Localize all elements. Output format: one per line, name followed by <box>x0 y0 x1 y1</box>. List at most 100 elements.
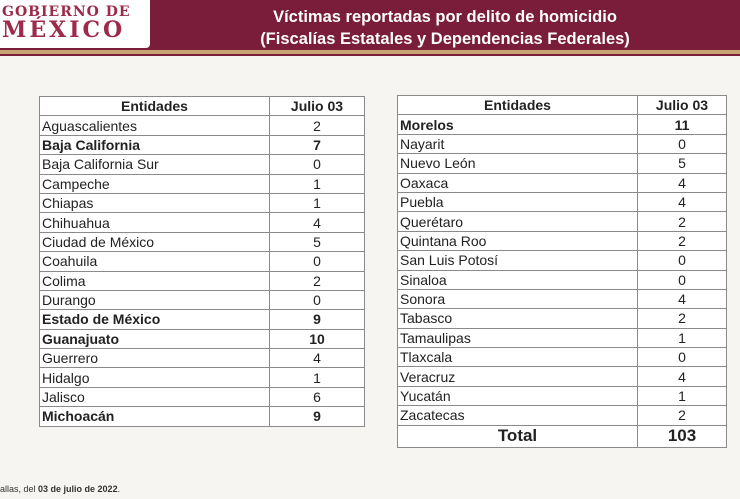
table-row: Guanajuato 10 <box>39 328 365 350</box>
table-row: Nayarit 0 <box>397 133 727 155</box>
victim-count: 1 <box>269 192 365 214</box>
table-row: Aguascalientes 2 <box>39 115 365 136</box>
title-line-1: Víctimas reportadas por delito de homici… <box>273 8 617 26</box>
victim-count: 2 <box>637 405 727 426</box>
entity-name: Sonora <box>397 288 638 310</box>
entity-name: Hidalgo <box>39 367 270 388</box>
victim-count: 4 <box>637 191 727 213</box>
entity-name: San Luis Potosí <box>397 250 638 271</box>
table-row: Morelos 11 <box>397 114 727 135</box>
table-header-row: Entidades Julio 03 <box>39 95 365 117</box>
table-row: Hidalgo 1 <box>39 367 365 388</box>
government-logo: GOBIERNO DE MÉXICO <box>0 0 150 48</box>
entity-name: Tabasco <box>397 308 638 329</box>
victim-count: 4 <box>637 366 727 387</box>
entity-name: Quintana Roo <box>397 230 638 252</box>
table-row: Estado de México 9 <box>39 309 365 330</box>
entity-name: Aguascalientes <box>39 115 270 136</box>
total-row: Total 103 <box>397 424 727 448</box>
entity-name: Jalisco <box>39 386 270 408</box>
victim-count: 5 <box>269 231 365 253</box>
total-label: Total <box>397 424 638 448</box>
table-row: Quintana Roo 2 <box>397 230 727 252</box>
table-row: Puebla 4 <box>397 191 727 213</box>
entity-name: Baja California Sur <box>39 154 270 175</box>
table-row: Tamaulipas 1 <box>397 327 727 349</box>
column-header-entity: Entidades <box>39 95 270 117</box>
logo-line-1: GOBIERNO DE <box>2 4 131 20</box>
column-header-entity: Entidades <box>397 94 638 116</box>
header-banner: GOBIERNO DE MÉXICO Víctimas reportadas p… <box>0 0 740 56</box>
entity-name: Morelos <box>397 114 638 135</box>
logo-line-2: MÉXICO <box>2 17 126 43</box>
victim-count: 2 <box>269 270 365 291</box>
table-row: Tlaxcala 0 <box>397 347 727 368</box>
entity-name: Puebla <box>397 191 638 213</box>
victim-count: 5 <box>637 153 727 174</box>
victim-count: 0 <box>269 251 365 272</box>
table-row: Colima 2 <box>39 270 365 291</box>
entity-name: Tamaulipas <box>397 327 638 349</box>
entity-name: Ciudad de México <box>39 231 270 253</box>
table-row: Michoacán 9 <box>39 406 365 427</box>
table-row: Veracruz 4 <box>397 366 727 387</box>
victim-count: 1 <box>637 327 727 349</box>
entity-name: Zacatecas <box>397 405 638 426</box>
entity-name: Guerrero <box>39 348 270 369</box>
victim-count: 9 <box>269 406 365 427</box>
table-row: Baja California 7 <box>39 134 365 156</box>
table-row: San Luis Potosí 0 <box>397 250 727 271</box>
victim-count: 1 <box>269 367 365 388</box>
homicide-table-right: Entidades Julio 03 Morelos 11 Nayarit 0 Nuev… <box>397 94 727 448</box>
table-row: Baja California Sur 0 <box>39 154 365 175</box>
column-header-date: Julio 03 <box>637 94 727 116</box>
footnote-prefix: allas, del <box>0 484 39 494</box>
table-row: Campeche 1 <box>39 173 365 194</box>
header-accent-strip <box>0 50 740 54</box>
entity-name: Estado de México <box>39 309 270 330</box>
homicide-table-left: Entidades Julio 03 Aguascalientes 2 Baja C… <box>39 95 365 427</box>
entity-name: Durango <box>39 289 270 311</box>
entity-name: Nayarit <box>397 133 638 155</box>
victim-count: 1 <box>269 173 365 194</box>
victim-count: 4 <box>637 172 727 193</box>
victim-count: 2 <box>637 308 727 329</box>
table-row: Zacatecas 2 <box>397 405 727 426</box>
victim-count: 11 <box>637 114 727 135</box>
entity-name: Colima <box>39 270 270 291</box>
total-value: 103 <box>637 424 727 448</box>
page-title: Víctimas reportadas por delito de homici… <box>190 6 700 50</box>
entity-name: Oaxaca <box>397 172 638 193</box>
entity-name: Campeche <box>39 173 270 194</box>
table-row: Nuevo León 5 <box>397 153 727 174</box>
entity-name: Sinaloa <box>397 269 638 290</box>
entity-name: Yucatán <box>397 385 638 407</box>
victim-count: 0 <box>637 250 727 271</box>
victim-count: 0 <box>637 347 727 368</box>
table-row: Chihuahua 4 <box>39 212 365 233</box>
victim-count: 2 <box>269 115 365 136</box>
table-row: Querétaro 2 <box>397 211 727 232</box>
victim-count: 0 <box>637 133 727 155</box>
entity-name: Nuevo León <box>397 153 638 174</box>
table-row: Oaxaca 4 <box>397 172 727 193</box>
table-row: Sonora 4 <box>397 288 727 310</box>
victim-count: 0 <box>269 154 365 175</box>
victim-count: 9 <box>269 309 365 330</box>
source-footnote: allas, del 03 de julio de 2022. <box>0 484 120 494</box>
victim-count: 7 <box>269 134 365 156</box>
entity-name: Baja California <box>39 134 270 156</box>
entity-name: Michoacán <box>39 406 270 427</box>
entity-name: Tlaxcala <box>397 347 638 368</box>
entity-name: Chihuahua <box>39 212 270 233</box>
column-header-date: Julio 03 <box>269 95 365 117</box>
table-row: Jalisco 6 <box>39 386 365 408</box>
victim-count: 0 <box>637 269 727 290</box>
victim-count: 1 <box>637 385 727 407</box>
victim-count: 6 <box>269 386 365 408</box>
victim-count: 0 <box>269 289 365 311</box>
entity-name: Veracruz <box>397 366 638 387</box>
victim-count: 2 <box>637 211 727 232</box>
victim-count: 4 <box>269 348 365 369</box>
table-header-row: Entidades Julio 03 <box>397 94 727 116</box>
